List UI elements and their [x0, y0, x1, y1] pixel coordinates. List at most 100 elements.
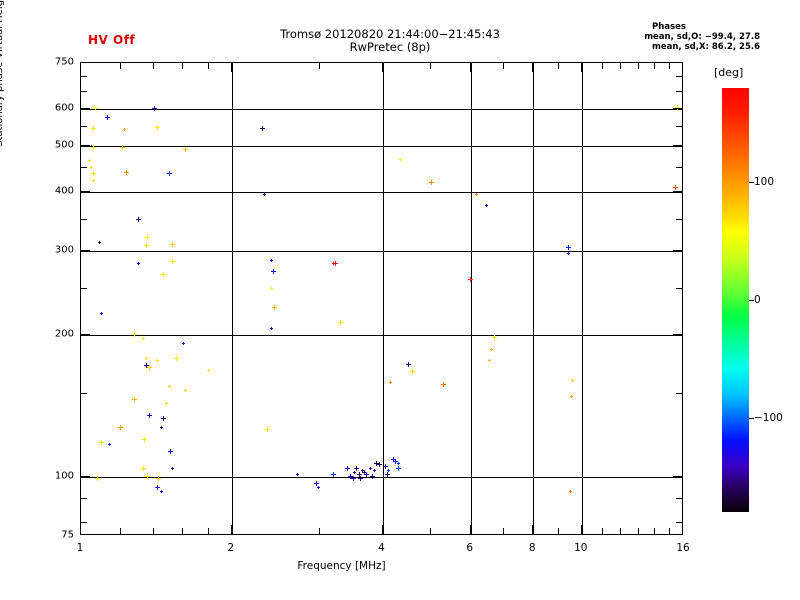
data-point — [156, 476, 161, 481]
y-axis-tick-right — [673, 145, 682, 146]
data-point — [99, 440, 104, 445]
phase-stats-x-mode: mean, sd,X: 86.2, 25.6 — [596, 42, 776, 52]
data-point — [338, 320, 343, 325]
data-point — [377, 462, 382, 467]
y-axis-tick-label: 200 — [34, 328, 74, 339]
data-point — [144, 243, 149, 248]
gridline-horizontal — [81, 109, 682, 110]
y-axis-tick-label: 500 — [34, 140, 74, 151]
x-axis-minor-tick — [669, 528, 670, 534]
x-axis-label: Frequency [MHz] — [0, 560, 683, 572]
x-axis-tick-top — [382, 63, 383, 72]
data-point — [91, 171, 96, 176]
chart-title-line2: RwPretec (8p) — [180, 41, 600, 54]
colorbar-tick-label: 100 — [754, 176, 774, 188]
data-point — [490, 348, 493, 351]
x-axis-major-tick — [470, 525, 471, 534]
data-point — [147, 413, 152, 418]
gridline-horizontal — [81, 192, 682, 193]
x-axis-tick-top — [669, 63, 670, 69]
y-axis-major-tick — [81, 145, 90, 146]
colorbar-tick — [749, 182, 754, 183]
x-axis-tick-top — [120, 63, 121, 69]
x-axis-tick-top — [581, 63, 582, 72]
x-axis-tick-top — [319, 63, 320, 69]
data-point — [184, 389, 187, 392]
data-point — [183, 147, 188, 152]
y-axis-tick-right — [676, 522, 682, 523]
data-point — [100, 312, 103, 315]
data-point — [673, 185, 678, 190]
x-axis-minor-tick — [208, 528, 209, 534]
data-point — [170, 259, 175, 264]
data-point — [171, 467, 174, 470]
data-point — [399, 158, 402, 161]
y-axis-tick-label: 100 — [34, 470, 74, 481]
y-axis-minor-tick — [81, 393, 87, 394]
data-point — [351, 476, 356, 481]
x-axis-tick-label: 1 — [77, 542, 84, 554]
data-point — [132, 332, 137, 337]
data-point — [441, 382, 446, 387]
data-point — [156, 359, 159, 362]
data-point — [91, 126, 96, 131]
data-point — [354, 466, 359, 471]
x-axis-minor-tick — [638, 528, 639, 534]
x-axis-minor-tick — [602, 528, 603, 534]
x-axis-minor-tick — [430, 528, 431, 534]
data-point — [142, 437, 147, 442]
data-point — [567, 252, 570, 255]
hv-off-status-label: HV Off — [88, 33, 135, 47]
data-point — [566, 245, 571, 250]
data-point — [168, 385, 171, 388]
data-point — [145, 357, 148, 360]
data-point — [396, 466, 401, 471]
y-axis-minor-tick — [81, 219, 87, 220]
data-point — [345, 466, 350, 471]
data-point — [364, 472, 369, 477]
x-axis-minor-tick — [503, 528, 504, 534]
data-point — [569, 490, 572, 493]
x-axis-tick-top — [470, 63, 471, 72]
data-point — [155, 485, 160, 490]
x-axis-tick-top — [654, 63, 655, 69]
x-axis-tick-label: 6 — [466, 542, 473, 554]
gridline-horizontal — [81, 335, 682, 336]
y-axis-tick-right — [673, 334, 682, 335]
data-point — [373, 469, 376, 472]
y-axis-minor-tick — [81, 91, 87, 92]
data-point — [475, 193, 478, 196]
x-axis-tick-top — [503, 63, 504, 69]
phase-stats-heading: Phases — [596, 22, 776, 32]
data-point — [161, 272, 166, 277]
phase-stats-o-mode: mean, sd,O: −99.4, 27.8 — [596, 32, 776, 42]
colorbar-tick-label: −100 — [754, 412, 783, 424]
data-point — [314, 481, 319, 486]
y-axis-tick-right — [673, 476, 682, 477]
phase-stats-block: Phases mean, sd,O: −99.4, 27.8 mean, sd,… — [596, 22, 776, 52]
y-axis-minor-tick — [81, 522, 87, 523]
x-axis-minor-tick — [654, 528, 655, 534]
y-axis-major-tick — [81, 250, 90, 251]
y-axis-tick-right — [676, 167, 682, 168]
y-axis-tick-label: 750 — [34, 57, 74, 68]
data-point — [406, 362, 411, 367]
y-axis-tick-right — [673, 108, 682, 109]
gridline-horizontal — [81, 477, 682, 478]
y-axis-tick-right — [676, 288, 682, 289]
data-point — [170, 242, 175, 247]
y-axis-tick-label: 600 — [34, 102, 74, 113]
y-axis-tick-right — [676, 219, 682, 220]
x-axis-minor-tick — [319, 528, 320, 534]
data-point — [98, 241, 101, 244]
data-point — [270, 287, 273, 290]
data-point — [88, 159, 91, 162]
y-axis-tick-right — [673, 250, 682, 251]
y-axis-tick-label: 400 — [34, 186, 74, 197]
colorbar-tick-label: 0 — [754, 294, 761, 306]
x-axis-tick-top — [558, 63, 559, 69]
y-axis-tick-right — [676, 393, 682, 394]
y-axis-tick-right — [676, 91, 682, 92]
x-axis-major-tick — [382, 525, 383, 534]
data-point — [161, 416, 166, 421]
